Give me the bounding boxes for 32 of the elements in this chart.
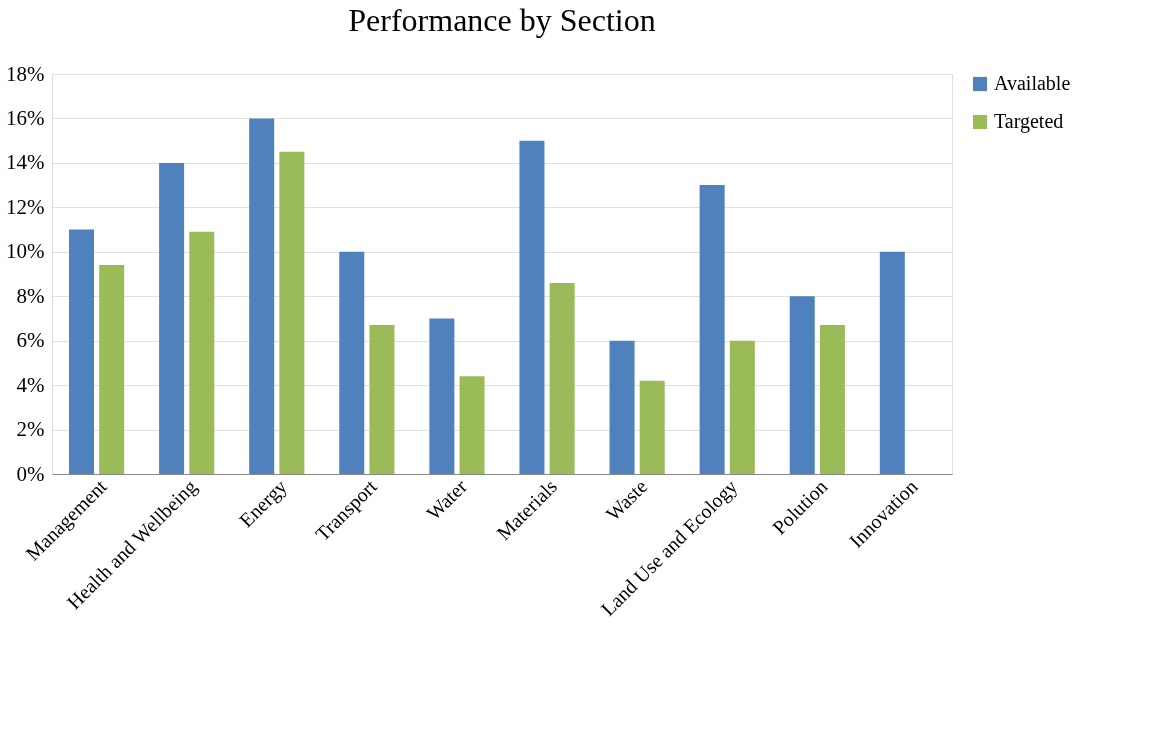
bar (609, 340, 635, 474)
legend-label: Targeted (994, 110, 1064, 133)
y-tick-label: 6% (16, 328, 45, 353)
y-tick-label: 10% (6, 239, 45, 264)
bar (729, 340, 755, 474)
bar (279, 151, 305, 474)
bar (459, 376, 485, 474)
bar (339, 251, 365, 474)
bar (549, 282, 575, 474)
bar (249, 118, 275, 474)
bar (159, 162, 185, 474)
legend-label: Available (994, 72, 1071, 94)
y-tick-label: 18% (6, 61, 45, 86)
bar (639, 380, 665, 474)
bar (369, 325, 395, 474)
bar (819, 325, 845, 474)
bar (789, 296, 815, 474)
bar (699, 185, 725, 474)
y-tick-label: 12% (6, 194, 45, 219)
y-tick-label: 8% (16, 283, 45, 308)
y-tick-label: 4% (16, 372, 45, 397)
bar (429, 318, 455, 474)
y-tick-label: 16% (6, 105, 45, 130)
y-tick-label: 2% (16, 417, 45, 442)
bar (69, 229, 94, 474)
y-tick-label: 0% (16, 461, 45, 486)
chart-title: Performance by Section (348, 2, 656, 38)
bar (189, 231, 215, 474)
y-tick-label: 14% (6, 150, 45, 175)
bar (879, 251, 905, 474)
bar (99, 265, 125, 474)
bar (519, 140, 545, 474)
